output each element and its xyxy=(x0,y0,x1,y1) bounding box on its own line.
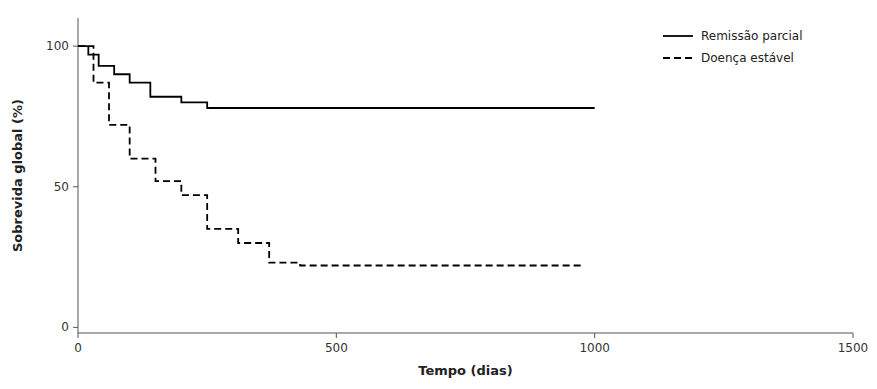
y-axis-line xyxy=(78,18,79,333)
survival-curve xyxy=(78,46,584,265)
legend-swatch xyxy=(663,35,693,37)
x-tick-label: 1500 xyxy=(838,341,869,355)
x-tick xyxy=(78,333,79,338)
legend: Remissão parcial Doença estável xyxy=(663,29,802,65)
x-tick-label: 1000 xyxy=(579,341,610,355)
y-axis-label: Sobrevida global (%) xyxy=(10,99,25,252)
x-axis-line xyxy=(78,333,853,334)
chart: 0 500 1000 1500 0 50 100 Tempo (dias) Sobrevida … xyxy=(0,0,877,389)
x-tick xyxy=(594,333,595,338)
y-tick xyxy=(73,46,78,47)
y-tick xyxy=(73,186,78,187)
legend-label: Doença estável xyxy=(701,51,794,65)
x-tick-label: 0 xyxy=(74,341,82,355)
survival-curve xyxy=(78,46,595,108)
x-tick-label: 500 xyxy=(325,341,348,355)
legend-swatch xyxy=(663,57,693,59)
x-tick xyxy=(853,333,854,338)
y-tick-label: 50 xyxy=(54,180,69,194)
chart-container: 0 500 1000 1500 0 50 100 Tempo (dias) Sobrevida … xyxy=(0,0,877,389)
x-axis-label: Tempo (dias) xyxy=(418,363,512,378)
legend-label: Remissão parcial xyxy=(701,29,802,43)
y-tick xyxy=(73,327,78,328)
x-tick xyxy=(336,333,337,338)
plot-area xyxy=(78,46,595,265)
y-tick-label: 0 xyxy=(61,320,69,334)
y-tick-label: 100 xyxy=(46,39,69,53)
